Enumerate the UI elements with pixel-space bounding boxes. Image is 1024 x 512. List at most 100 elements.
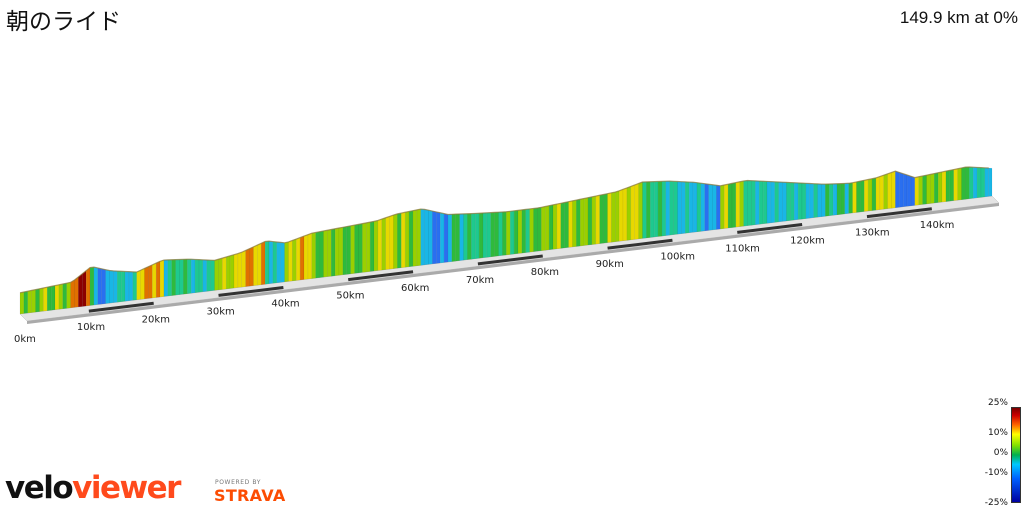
profile-slice xyxy=(700,183,705,232)
profile-slice xyxy=(307,232,312,280)
veloviewer-logo[interactable]: veloviewer POWERED BY STRAVA xyxy=(5,470,305,508)
profile-slice xyxy=(327,229,332,277)
profile-slice xyxy=(926,174,931,205)
profile-slice xyxy=(860,180,865,213)
profile-slice xyxy=(416,208,421,266)
profile-slice xyxy=(156,261,161,298)
profile-slice xyxy=(805,183,810,219)
profile-slice xyxy=(70,279,75,309)
profile-slice xyxy=(829,183,834,216)
profile-slice xyxy=(696,182,702,232)
profile-slice xyxy=(731,182,737,228)
profile-slice xyxy=(774,181,779,223)
profile-slice xyxy=(548,204,554,250)
profile-slice xyxy=(525,208,530,253)
profile-slice xyxy=(537,207,542,252)
profile-slice xyxy=(331,228,336,277)
profile-slice xyxy=(89,266,95,306)
profile-slice xyxy=(762,181,768,224)
profile-slice xyxy=(801,182,807,220)
profile-slice xyxy=(299,235,305,281)
profile-slice xyxy=(237,252,242,288)
profile-slice xyxy=(607,192,612,243)
profile-slice xyxy=(591,195,596,245)
profile-slice xyxy=(459,213,464,261)
profile-slice xyxy=(615,190,620,242)
profile-slice xyxy=(85,267,91,307)
profile-slice xyxy=(257,243,262,286)
profile-slice xyxy=(980,167,986,198)
profile-slice xyxy=(533,207,538,252)
profile-slice xyxy=(121,271,126,302)
profile-slice xyxy=(490,212,495,258)
profile-slice xyxy=(428,210,433,265)
km-tick-label: 50km xyxy=(336,291,364,302)
km-stripe xyxy=(348,270,414,282)
legend-label-m25: -25% xyxy=(984,498,1008,508)
profile-slice xyxy=(27,290,32,314)
profile-slice xyxy=(358,223,363,274)
profile-slice xyxy=(350,224,355,275)
profile-slice xyxy=(724,183,729,229)
profile-slice xyxy=(735,181,740,228)
km-tick-label: 0km xyxy=(14,334,36,345)
profile-slice xyxy=(786,182,791,222)
profile-slice xyxy=(179,259,184,295)
profile-slice xyxy=(685,181,690,234)
profile-slice xyxy=(510,210,515,255)
strava-logo: STRAVA xyxy=(214,486,286,505)
logo-viewer: viewer xyxy=(72,470,181,506)
profile-slice xyxy=(949,169,954,202)
profile-slice xyxy=(187,259,192,294)
profile-slice xyxy=(739,180,744,227)
profile-slice xyxy=(727,183,733,229)
profile-slice xyxy=(825,183,830,217)
profile-slice xyxy=(148,264,153,299)
profile-slice xyxy=(782,182,787,222)
profile-slice xyxy=(19,291,25,315)
profile-slice xyxy=(689,181,694,233)
profile-slice xyxy=(945,170,951,202)
profile-slice xyxy=(832,183,838,216)
km-tick-label: 40km xyxy=(271,299,299,310)
gradient-legend-bar xyxy=(1011,407,1021,503)
profile-slice xyxy=(743,180,748,227)
profile-slice xyxy=(906,174,912,207)
profile-slice xyxy=(564,201,569,249)
profile-slice xyxy=(183,259,188,295)
profile-slice xyxy=(934,172,939,204)
profile-slice xyxy=(634,183,639,240)
profile-slice xyxy=(31,289,36,313)
km-tick-label: 60km xyxy=(401,283,429,294)
profile-slice xyxy=(953,168,958,201)
profile-slice xyxy=(797,182,803,220)
elevation-profile-chart: 0km 10km 20km 30km 40km 50km 60km 70km 80km 90km 1… xyxy=(14,166,1000,345)
profile-slice xyxy=(809,183,814,219)
profile-slice xyxy=(408,210,414,267)
profile-slice xyxy=(436,211,441,264)
profile-slice xyxy=(393,213,398,269)
profile-slice xyxy=(914,176,919,206)
profile-slice xyxy=(642,181,647,239)
profile-slice xyxy=(844,183,849,215)
distance-summary: 149.9 km at 0% xyxy=(899,8,1018,27)
profile-slice xyxy=(432,210,437,265)
km-tick-label: 120km xyxy=(790,236,825,247)
profile-slice xyxy=(23,291,28,314)
profile-slice xyxy=(712,184,717,231)
profile-slice xyxy=(385,216,390,270)
profile-slice xyxy=(62,282,67,309)
profile-slice xyxy=(895,170,900,208)
km-tick-label: 10km xyxy=(77,322,105,333)
profile-slice xyxy=(502,211,507,256)
profile-slice xyxy=(43,286,48,312)
profile-slice xyxy=(140,268,145,300)
profile-slice xyxy=(813,183,818,218)
profile-slice xyxy=(214,259,219,291)
profile-slice xyxy=(311,232,316,279)
km-stripe xyxy=(866,207,932,219)
profile-slice xyxy=(969,166,974,199)
profile-slice xyxy=(288,240,293,282)
legend-label-m10: -10% xyxy=(984,468,1008,478)
profile-slice xyxy=(529,208,534,253)
